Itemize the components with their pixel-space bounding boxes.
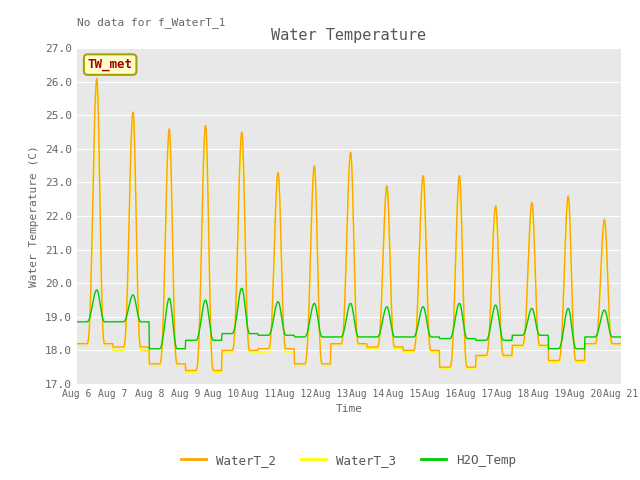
X-axis label: Time: Time — [335, 405, 362, 414]
Title: Water Temperature: Water Temperature — [271, 28, 426, 43]
Text: TW_met: TW_met — [88, 58, 132, 71]
Text: No data for f_WaterT_1: No data for f_WaterT_1 — [77, 17, 225, 28]
Y-axis label: Water Temperature (C): Water Temperature (C) — [29, 145, 40, 287]
Legend: WaterT_2, WaterT_3, H2O_Temp: WaterT_2, WaterT_3, H2O_Temp — [176, 449, 522, 472]
